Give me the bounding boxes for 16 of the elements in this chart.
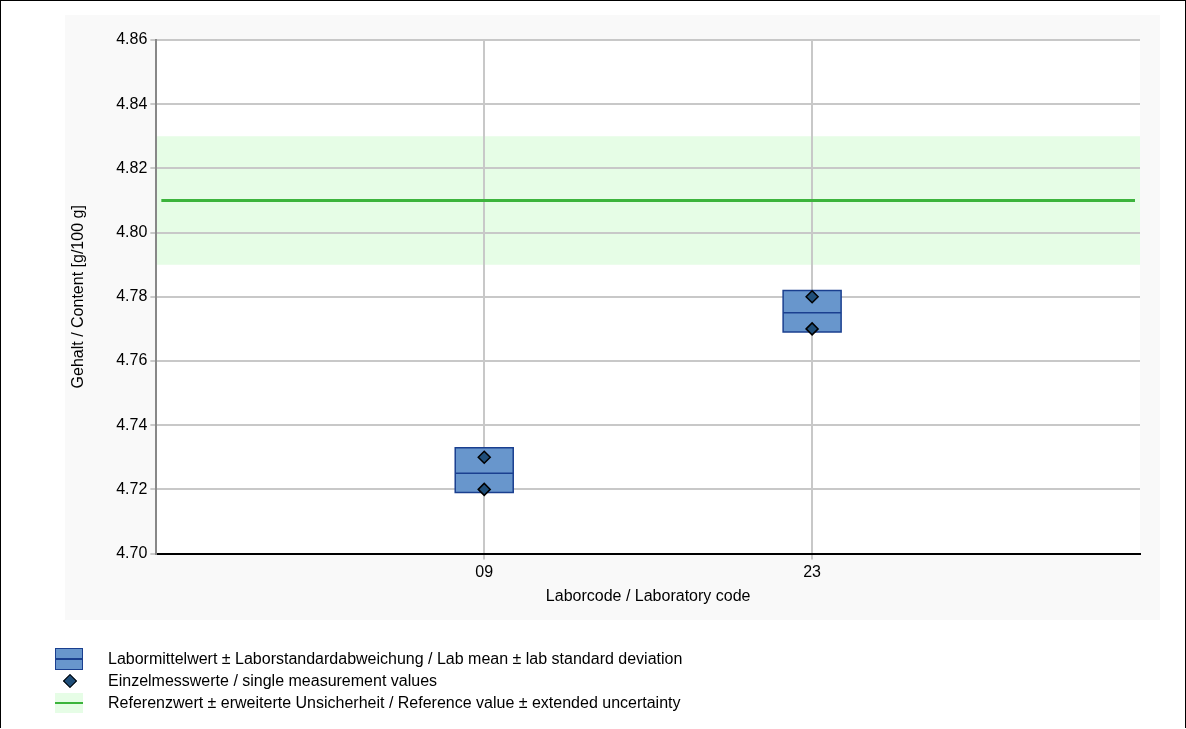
y-tick-label: 4.70: [116, 544, 148, 562]
y-tick-label: 4.78: [116, 287, 148, 305]
legend-label: Labormittelwert ± Laborstandardabweichung / Lab mean ± lab standard deviation: [108, 649, 683, 669]
y-tick-label: 4.84: [116, 94, 148, 112]
x-tick-label: 23: [803, 562, 822, 580]
legend-label: Einzelmesswerte / single measurement values: [108, 671, 438, 691]
y-tick-label: 4.86: [116, 30, 148, 48]
y-tick-label: 4.80: [116, 223, 148, 241]
y-tick-label: 4.72: [116, 479, 148, 497]
legend-label: Referenzwert ± erweiterte Unsicherheit / Reference value ± extended uncertainty: [108, 693, 681, 713]
y-axis-title: Gehalt / Content [g/100 g]: [69, 205, 87, 389]
x-tick-label: 09: [475, 562, 494, 580]
x-axis-title: Laborcode / Laboratory code: [545, 586, 751, 604]
y-tick-label: 4.76: [116, 351, 148, 369]
y-tick-label: 4.74: [116, 415, 148, 433]
y-tick-label: 4.82: [116, 158, 148, 176]
